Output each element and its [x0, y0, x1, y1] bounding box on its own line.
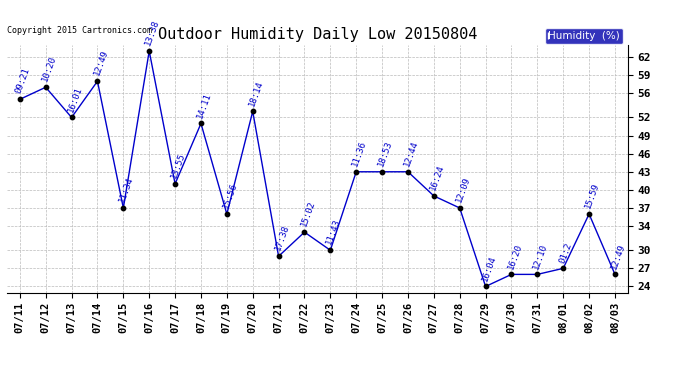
Point [247, 108, 258, 114]
Text: 12:44: 12:44 [402, 139, 420, 168]
Point [532, 272, 543, 278]
Point [40, 84, 51, 90]
Text: 18:53: 18:53 [377, 139, 394, 168]
Point [325, 247, 336, 253]
Text: 12:09: 12:09 [454, 176, 472, 204]
Point [402, 169, 413, 175]
Point [609, 272, 620, 278]
Text: 12:10: 12:10 [532, 242, 549, 270]
Point [351, 169, 362, 175]
Point [480, 284, 491, 290]
Text: 16:20: 16:20 [506, 242, 524, 270]
Point [92, 78, 103, 84]
Text: 15:02: 15:02 [299, 200, 317, 228]
Point [144, 48, 155, 54]
Point [558, 266, 569, 272]
Point [273, 253, 284, 259]
Text: 17:38: 17:38 [273, 224, 290, 252]
Point [299, 229, 310, 235]
Point [170, 181, 181, 187]
Point [506, 272, 517, 278]
Text: 16:01: 16:01 [66, 85, 83, 113]
Text: 09:21: 09:21 [14, 67, 32, 95]
Text: 10:20: 10:20 [40, 55, 58, 83]
Text: Copyright 2015 Cartronics.com: Copyright 2015 Cartronics.com [7, 26, 152, 35]
Point [428, 193, 440, 199]
Text: 14:11: 14:11 [195, 91, 213, 119]
Text: 01:2: 01:2 [558, 241, 573, 264]
Text: 13:55: 13:55 [170, 152, 187, 180]
Point [221, 211, 233, 217]
Legend: Humidity  (%): Humidity (%) [544, 28, 622, 44]
Point [454, 205, 465, 211]
Text: 15:59: 15:59 [584, 182, 601, 210]
Text: 16:24: 16:24 [428, 164, 446, 192]
Point [66, 114, 77, 120]
Text: 13:38: 13:38 [144, 18, 161, 47]
Point [584, 211, 595, 217]
Point [377, 169, 388, 175]
Point [14, 96, 26, 102]
Text: 11:36: 11:36 [351, 139, 368, 168]
Point [118, 205, 129, 211]
Text: 16:04: 16:04 [480, 254, 497, 282]
Text: 18:14: 18:14 [247, 79, 265, 107]
Text: 15:56: 15:56 [221, 182, 239, 210]
Title: Outdoor Humidity Daily Low 20150804: Outdoor Humidity Daily Low 20150804 [158, 27, 477, 42]
Text: 11:43: 11:43 [325, 218, 342, 246]
Text: 12:49: 12:49 [609, 242, 627, 270]
Text: 12:49: 12:49 [92, 49, 110, 77]
Point [195, 120, 206, 126]
Text: 11:34: 11:34 [118, 176, 135, 204]
